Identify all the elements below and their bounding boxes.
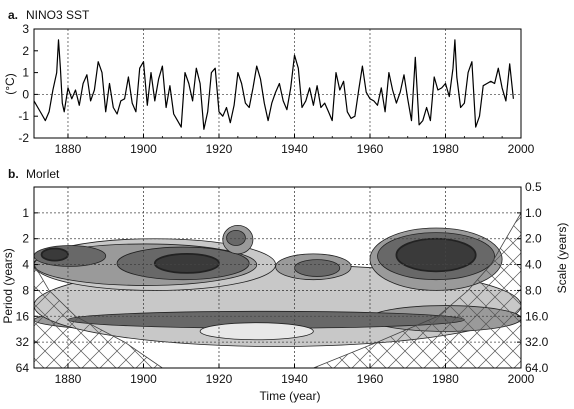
- panel-b-xtick-label: 1920: [206, 372, 233, 386]
- panel-b: b. Morlet 1880 1900 1920 1940 1960 1980 2000 1 2…: [1, 167, 569, 403]
- panel-b-xtick-label: 1980: [432, 372, 459, 386]
- panel-a-ytick-label: 1: [22, 66, 29, 80]
- panel-b-ytick-label-right: 32.0: [525, 335, 549, 349]
- panel-b-tick-labels: 1880 1900 1920 1940 1960 1980 2000 1 2 4 8 16 32 64 0.…: [16, 180, 549, 386]
- panel-a-ytick-label: -2: [18, 131, 29, 145]
- panel-b-ytick-label-right: 0.5: [525, 180, 542, 194]
- power-contour-level-4: [395, 237, 477, 273]
- panel-a-xtick-label: 1900: [130, 142, 157, 156]
- panel-b-ytick-label-left: 2: [22, 232, 29, 246]
- panel-b-ytick-label-left: 1: [22, 206, 29, 220]
- panel-b-ytick-label-left: 32: [16, 335, 30, 349]
- panel-a-letter: a.: [8, 8, 18, 22]
- panel-a-xtick-label: 1920: [206, 142, 233, 156]
- power-contour-level-3: [294, 259, 341, 277]
- panel-b-xtick-label: 1900: [130, 372, 157, 386]
- panel-b-ytick-label-right: 16.0: [525, 309, 549, 323]
- power-contour-level-0: [199, 322, 314, 341]
- panel-b-ylabel-right: Scale (years): [555, 223, 569, 294]
- panel-b-ytick-label-right: 64.0: [525, 361, 549, 375]
- panel-b-ytick-label-left: 16: [16, 309, 30, 323]
- panel-b-xlabel: Time (year): [260, 389, 321, 403]
- panel-b-ylabel: Period (years): [1, 248, 15, 323]
- panel-a-xtick-label: 1940: [281, 142, 308, 156]
- panel-a-xtick-label: 1880: [55, 142, 82, 156]
- panel-b-frame: [33, 186, 522, 369]
- panel-a-ticks: [34, 28, 522, 139]
- panel-b-ytick-label-right: 4.0: [525, 258, 542, 272]
- panel-b-ytick-label-right: 2.0: [525, 232, 542, 246]
- panel-a-xtick-label: 1980: [432, 142, 459, 156]
- panel-a-frame: [33, 28, 522, 139]
- panel-a-xtick-label: 2000: [508, 142, 535, 156]
- panel-b-xtick-label: 1880: [55, 372, 82, 386]
- panel-b-ytick-label-left: 8: [22, 283, 29, 297]
- panel-b-ytick-label-right: 8.0: [525, 283, 542, 297]
- power-contour-level-4: [153, 252, 220, 274]
- panel-a-title: NINO3 SST: [26, 8, 90, 22]
- panel-a-ytick-label: 0: [22, 87, 29, 101]
- panel-a: a. NINO3 SST (°C) 1880 1900 1920 1940 1960 19…: [3, 8, 535, 156]
- panel-b-ytick-label-left: 64: [16, 361, 30, 375]
- power-contour-level-3: [226, 229, 246, 246]
- panel-a-xtick-label: 1960: [357, 142, 384, 156]
- panel-b-ytick-label-left: 4: [22, 258, 29, 272]
- panel-b-xtick-label: 1940: [281, 372, 308, 386]
- panel-b-xtick-label: 2000: [508, 372, 535, 386]
- panel-b-ytick-label-right: 1.0: [525, 206, 542, 220]
- panel-a-ytick-label: -1: [18, 109, 29, 123]
- nino3-sst-series-line: [33, 39, 514, 130]
- panel-a-ytick-label: 3: [22, 22, 29, 36]
- panel-b-grid: [34, 187, 521, 368]
- power-contour-level-4: [40, 247, 69, 262]
- panel-b-letter: b.: [8, 167, 19, 181]
- panel-a-grid: [34, 29, 521, 138]
- cone-of-influence: [34, 187, 521, 368]
- panel-a-ytick-label: 2: [22, 44, 29, 58]
- panel-a-ylabel: (°C): [3, 73, 17, 94]
- panel-a-tick-labels: 1880 1900 1920 1940 1960 1980 2000 -2 -1 0 1 2 3: [18, 22, 534, 156]
- panel-b-title: Morlet: [26, 167, 60, 181]
- panel-b-xtick-label: 1960: [357, 372, 384, 386]
